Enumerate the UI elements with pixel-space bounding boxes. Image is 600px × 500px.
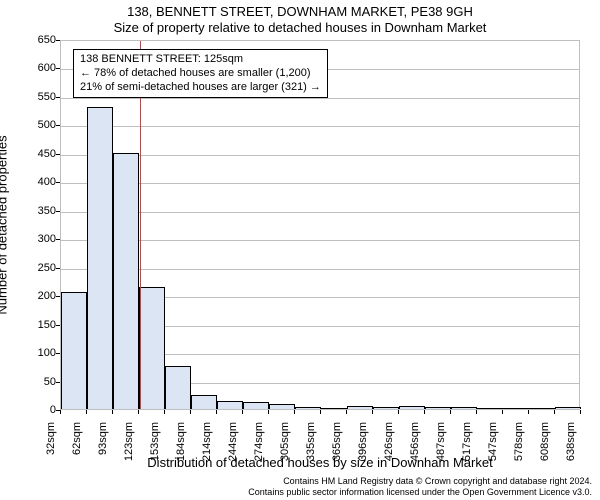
x-tick-mark <box>320 410 321 414</box>
x-tick-mark <box>268 410 269 414</box>
title-line-1: 138, BENNETT STREET, DOWNHAM MARKET, PE3… <box>0 4 600 19</box>
plot-area: 138 BENNETT STREET: 125sqm ← 78% of deta… <box>60 40 580 410</box>
histogram-bar <box>269 404 295 409</box>
histogram-bar <box>295 407 321 409</box>
gridline <box>61 126 579 127</box>
x-tick-mark <box>60 410 61 414</box>
y-tick-mark <box>56 296 60 297</box>
histogram-bar <box>451 407 477 409</box>
y-tick-label: 50 <box>16 376 56 388</box>
y-tick-mark <box>56 353 60 354</box>
y-tick-mark <box>56 97 60 98</box>
y-tick-mark <box>56 154 60 155</box>
x-tick-mark <box>398 410 399 414</box>
y-tick-label: 400 <box>16 176 56 188</box>
histogram-bar <box>217 401 243 409</box>
x-tick-mark <box>372 410 373 414</box>
x-tick-mark <box>164 410 165 414</box>
x-tick-mark <box>86 410 87 414</box>
x-axis-label: Distribution of detached houses by size … <box>60 455 580 470</box>
histogram-bar <box>113 153 139 409</box>
x-tick-mark <box>554 410 555 414</box>
histogram-bar <box>243 402 269 409</box>
x-tick-mark <box>580 410 581 414</box>
histogram-bar <box>529 408 555 409</box>
histogram-bar <box>139 287 165 409</box>
y-tick-label: 300 <box>16 233 56 245</box>
x-tick-mark <box>502 410 503 414</box>
x-tick-mark <box>112 410 113 414</box>
x-tick-mark <box>346 410 347 414</box>
chart-figure: 138, BENNETT STREET, DOWNHAM MARKET, PE3… <box>0 0 600 500</box>
y-tick-mark <box>56 40 60 41</box>
title-line-2: Size of property relative to detached ho… <box>0 20 600 35</box>
histogram-bar <box>373 407 399 409</box>
y-tick-label: 0 <box>16 404 56 416</box>
y-axis-label: Number of detached properties <box>0 135 10 314</box>
y-tick-label: 450 <box>16 148 56 160</box>
x-tick-mark <box>138 410 139 414</box>
histogram-bar <box>321 408 347 409</box>
y-tick-label: 250 <box>16 262 56 274</box>
histogram-bar <box>425 407 451 409</box>
x-tick-mark <box>424 410 425 414</box>
footer-line-2: Contains public sector information licen… <box>0 487 592 498</box>
x-tick-mark <box>242 410 243 414</box>
y-tick-mark <box>56 68 60 69</box>
y-tick-mark <box>56 268 60 269</box>
y-tick-label: 500 <box>16 119 56 131</box>
y-tick-mark <box>56 325 60 326</box>
callout-box: 138 BENNETT STREET: 125sqm ← 78% of deta… <box>73 49 328 98</box>
histogram-bar <box>503 408 529 409</box>
y-tick-mark <box>56 382 60 383</box>
histogram-bar <box>555 407 581 409</box>
histogram-bar <box>477 408 503 409</box>
x-tick-mark <box>190 410 191 414</box>
x-tick-mark <box>216 410 217 414</box>
histogram-bar <box>399 406 425 409</box>
y-tick-mark <box>56 211 60 212</box>
histogram-bar <box>87 107 113 409</box>
x-tick-mark <box>450 410 451 414</box>
callout-line-2: ← 78% of detached houses are smaller (1,… <box>80 67 321 81</box>
y-tick-label: 100 <box>16 347 56 359</box>
x-tick-mark <box>528 410 529 414</box>
attribution-footer: Contains HM Land Registry data © Crown c… <box>0 476 592 498</box>
callout-line-1: 138 BENNETT STREET: 125sqm <box>80 53 321 67</box>
histogram-bar <box>165 366 191 409</box>
y-tick-mark <box>56 125 60 126</box>
y-tick-mark <box>56 182 60 183</box>
y-tick-label: 200 <box>16 290 56 302</box>
histogram-bar <box>191 395 217 409</box>
y-tick-mark <box>56 239 60 240</box>
y-tick-label: 650 <box>16 34 56 46</box>
histogram-bar <box>61 292 87 409</box>
y-tick-label: 600 <box>16 62 56 74</box>
footer-line-1: Contains HM Land Registry data © Crown c… <box>0 476 592 487</box>
callout-line-3: 21% of semi-detached houses are larger (… <box>80 81 321 95</box>
y-tick-label: 350 <box>16 205 56 217</box>
x-tick-mark <box>476 410 477 414</box>
y-tick-label: 150 <box>16 319 56 331</box>
x-tick-mark <box>294 410 295 414</box>
histogram-bar <box>347 406 373 409</box>
y-tick-label: 550 <box>16 91 56 103</box>
